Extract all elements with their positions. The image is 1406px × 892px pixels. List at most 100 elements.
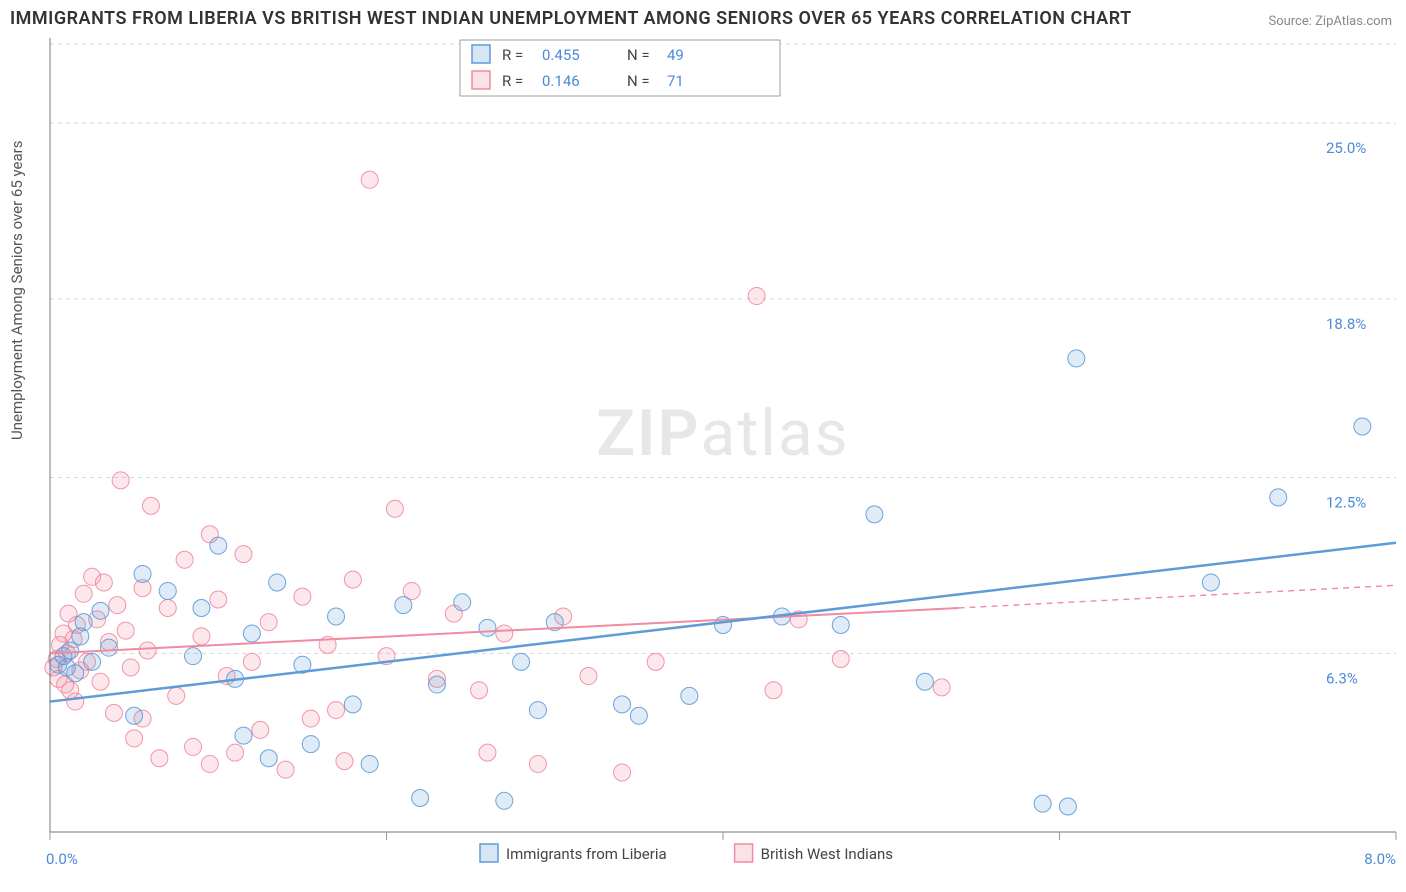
data-point-liberia — [496, 792, 513, 809]
data-point-liberia — [1068, 350, 1085, 367]
data-point-bwi — [386, 500, 403, 517]
legend-label-liberia: Immigrants from Liberia — [506, 845, 667, 863]
data-point-liberia — [361, 755, 378, 772]
data-point-bwi — [117, 622, 134, 639]
stat-n-label: N = — [627, 72, 650, 90]
data-point-liberia — [614, 696, 631, 713]
stat-n-value-liberia: 49 — [667, 46, 684, 64]
regression-line-bwi — [959, 585, 1396, 608]
data-point-bwi — [252, 721, 269, 738]
data-point-bwi — [614, 764, 631, 781]
data-point-bwi — [496, 625, 513, 642]
data-point-bwi — [142, 497, 159, 514]
data-point-liberia — [395, 597, 412, 614]
data-point-bwi — [201, 755, 218, 772]
data-point-liberia — [832, 616, 849, 633]
data-point-bwi — [479, 744, 496, 761]
data-point-bwi — [75, 585, 92, 602]
data-point-bwi — [151, 750, 168, 767]
data-point-liberia — [193, 599, 210, 616]
data-point-liberia — [428, 676, 445, 693]
data-point-bwi — [176, 551, 193, 568]
data-point-bwi — [344, 571, 361, 588]
data-point-liberia — [681, 687, 698, 704]
data-point-liberia — [75, 614, 92, 631]
data-point-bwi — [210, 591, 227, 608]
data-point-bwi — [361, 171, 378, 188]
data-point-bwi — [67, 693, 84, 710]
data-point-liberia — [1354, 418, 1371, 435]
data-point-bwi — [126, 730, 143, 747]
data-point-bwi — [748, 288, 765, 305]
data-point-liberia — [134, 565, 151, 582]
data-point-liberia — [210, 537, 227, 554]
data-point-bwi — [193, 628, 210, 645]
x-max-label: 8.0% — [1364, 850, 1396, 868]
stat-r-label: R = — [502, 46, 523, 64]
data-point-liberia — [1059, 798, 1076, 815]
data-point-liberia — [243, 625, 260, 642]
data-point-bwi — [647, 653, 664, 670]
watermark: ZIPatlas — [596, 396, 849, 471]
data-point-liberia — [1202, 574, 1219, 591]
legend-swatch-liberia — [480, 844, 498, 862]
data-point-bwi — [112, 472, 129, 489]
data-point-bwi — [139, 642, 156, 659]
data-point-bwi — [933, 679, 950, 696]
data-point-liberia — [529, 702, 546, 719]
legend-swatch-liberia — [472, 45, 490, 63]
y-tick-label: 12.5% — [1326, 494, 1366, 512]
data-point-bwi — [336, 753, 353, 770]
data-point-bwi — [302, 710, 319, 727]
data-point-bwi — [92, 673, 109, 690]
data-point-liberia — [62, 642, 79, 659]
data-point-liberia — [260, 750, 277, 767]
data-point-liberia — [479, 619, 496, 636]
scatter-chart: 6.3%12.5%18.8%25.0%ZIPatlas0.0%8.0%R =0.… — [0, 0, 1406, 892]
data-point-bwi — [105, 704, 122, 721]
data-point-liberia — [269, 574, 286, 591]
y-tick-label: 6.3% — [1326, 669, 1358, 687]
data-point-bwi — [765, 682, 782, 699]
data-point-bwi — [529, 755, 546, 772]
stat-n-label: N = — [627, 46, 650, 64]
data-point-bwi — [95, 574, 112, 591]
data-point-bwi — [294, 588, 311, 605]
legend-swatch-bwi — [472, 71, 490, 89]
data-point-liberia — [866, 506, 883, 523]
data-point-bwi — [185, 738, 202, 755]
data-point-bwi — [227, 744, 244, 761]
data-point-bwi — [580, 668, 597, 685]
data-point-liberia — [328, 608, 345, 625]
data-point-liberia — [302, 736, 319, 753]
data-point-bwi — [243, 653, 260, 670]
data-point-liberia — [159, 582, 176, 599]
data-point-bwi — [260, 614, 277, 631]
data-point-liberia — [1270, 489, 1287, 506]
data-point-liberia — [235, 727, 252, 744]
data-point-liberia — [92, 602, 109, 619]
data-point-bwi — [277, 761, 294, 778]
data-point-liberia — [412, 789, 429, 806]
regression-line-bwi — [50, 608, 959, 653]
stat-r-label: R = — [502, 72, 523, 90]
data-point-bwi — [159, 599, 176, 616]
data-point-liberia — [630, 707, 647, 724]
legend-label-bwi: British West Indians — [761, 845, 893, 863]
data-point-bwi — [109, 597, 126, 614]
data-point-liberia — [100, 639, 117, 656]
data-point-bwi — [328, 702, 345, 719]
y-tick-label: 18.8% — [1326, 315, 1366, 333]
regression-line-liberia — [50, 543, 1396, 702]
stat-r-value-bwi: 0.146 — [542, 72, 580, 90]
data-point-liberia — [84, 653, 101, 670]
data-point-bwi — [122, 659, 139, 676]
stat-n-value-bwi: 71 — [667, 72, 684, 90]
data-point-liberia — [344, 696, 361, 713]
data-point-bwi — [832, 651, 849, 668]
data-point-bwi — [168, 687, 185, 704]
data-point-liberia — [454, 594, 471, 611]
data-point-bwi — [235, 546, 252, 563]
data-point-liberia — [67, 665, 84, 682]
y-tick-label: 25.0% — [1326, 139, 1366, 157]
